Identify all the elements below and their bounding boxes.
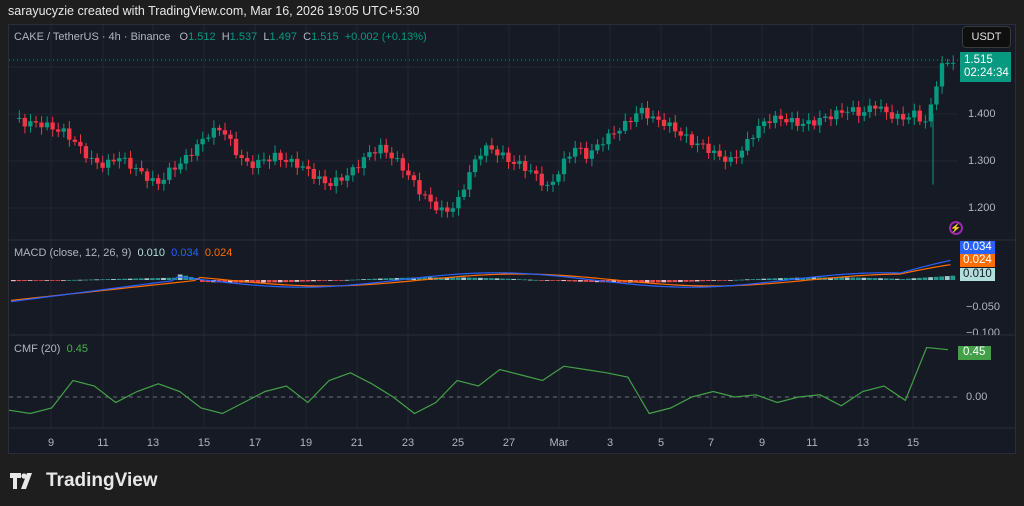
macd-tag: 0.034 [960, 241, 995, 254]
signal-tag: 0.024 [960, 254, 995, 267]
macd-axis-label: −0.100 [966, 327, 1000, 335]
bar-countdown: 02:24:34 [964, 67, 1009, 79]
brand-name: TradingView [46, 470, 158, 491]
price-axis-label: 1.300 [968, 155, 996, 167]
cmf-tag: 0.45 [958, 346, 991, 360]
cmf-value: 0.45 [66, 343, 88, 355]
time-axis-label: 15 [906, 437, 920, 449]
time-axis-label: Mar [549, 437, 569, 449]
tradingview-logo-icon [10, 473, 32, 489]
time-axis-label: 9 [47, 437, 55, 449]
time-axis-label: 11 [806, 437, 818, 449]
time-axis-label: 7 [707, 437, 715, 449]
macd-line-value: 0.034 [171, 247, 199, 259]
symbol-legend: CAKE / TetherUS · 4h · Binance O1.512 H1… [14, 31, 427, 43]
last-price-tag: 1.515 02:24:34 [960, 52, 1011, 82]
low-value: 1.497 [269, 31, 297, 43]
macd-histogram-value: 0.010 [137, 247, 166, 259]
time-axis-label: 25 [451, 437, 465, 449]
time-axis-label: 19 [299, 437, 313, 449]
last-price: 1.515 [964, 54, 993, 66]
attribution-text: sarayucyzie created with TradingView.com… [8, 4, 420, 18]
cmf-legend: CMF (20) 0.45 [14, 343, 88, 355]
cmf-axis-label: 0.00 [966, 391, 988, 403]
time-axis-label: 13 [856, 437, 870, 449]
open-label: O [179, 31, 189, 43]
macd-legend: MACD (close, 12, 26, 9) 0.010 0.034 0.02… [14, 247, 232, 259]
close-value: 1.515 [311, 31, 339, 43]
brand-logo: TradingView [10, 470, 158, 492]
close-label: C [303, 31, 312, 43]
price-axis-label: 1.400 [968, 108, 996, 120]
time-axis-label: 5 [657, 437, 665, 449]
macd-axis-label: −0.050 [966, 301, 1000, 313]
time-axis-label: 3 [606, 437, 614, 449]
time-axis-label: 13 [146, 437, 160, 449]
time-axis-label: 23 [401, 437, 415, 449]
histogram-tag: 0.010 [960, 268, 995, 281]
high-label: H [221, 31, 230, 43]
time-axis-label: 17 [248, 437, 262, 449]
change-value: +0.002 (+0.13%) [344, 31, 427, 43]
macd-label[interactable]: MACD (close, 12, 26, 9) [14, 247, 132, 259]
high-value: 1.537 [229, 31, 258, 43]
cmf-label[interactable]: CMF (20) [14, 343, 61, 355]
macd-signal-value: 0.024 [204, 247, 233, 259]
time-axis-label: 9 [758, 437, 766, 449]
chart-panel[interactable] [8, 24, 1016, 454]
time-axis-label: 15 [197, 437, 211, 449]
low-label: L [263, 31, 270, 43]
time-axis-label: 11 [97, 437, 109, 449]
symbol-name[interactable]: CAKE / TetherUS · 4h · Binance [14, 31, 171, 43]
price-axis-label: 1.200 [968, 202, 996, 214]
time-axis-label: 27 [502, 437, 516, 449]
lightning-event-icon[interactable]: ⚡ [949, 221, 963, 235]
currency-button[interactable]: USDT [962, 26, 1011, 48]
time-axis-label: 21 [350, 437, 364, 449]
open-value: 1.512 [188, 31, 216, 43]
